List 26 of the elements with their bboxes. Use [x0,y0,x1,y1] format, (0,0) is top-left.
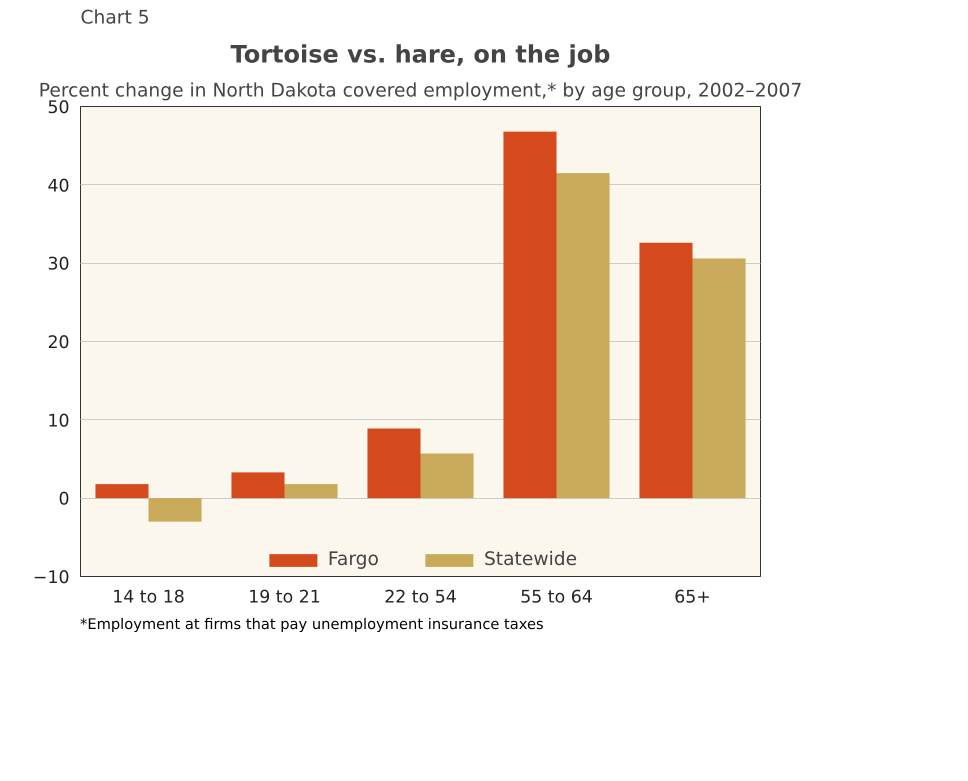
x-tick-label: 22 to 54 [384,588,457,608]
bar [503,132,556,498]
chart-title: Tortoise vs. hare, on the job [230,40,610,68]
bar [231,472,284,498]
y-tick-label: 20 [47,333,70,353]
y-tick-label: −10 [32,568,70,588]
y-tick-label: 0 [58,490,70,510]
bar [95,484,148,498]
text: *Employment at firms that pay unemployment insurance taxes [80,615,544,635]
bar [420,454,474,498]
x-tick-label: 19 to 21 [248,588,321,608]
legend-label: Statewide [484,549,578,570]
x-tick-label: 65+ [674,588,711,608]
bar [639,242,692,498]
y-tick-label: 10 [47,411,70,432]
caption: Chart 5 [80,8,150,28]
bar [692,258,746,498]
bar [148,498,202,522]
x-tick-label: 55 to 64 [520,588,593,608]
bar [367,428,420,498]
y-tick-label: 40 [47,176,70,196]
x-tick-label: 14 to 18 [112,588,185,608]
bar [556,173,610,498]
legend-label: Fargo [328,549,379,570]
bar [284,484,338,498]
y-tick-label: 30 [47,254,70,275]
